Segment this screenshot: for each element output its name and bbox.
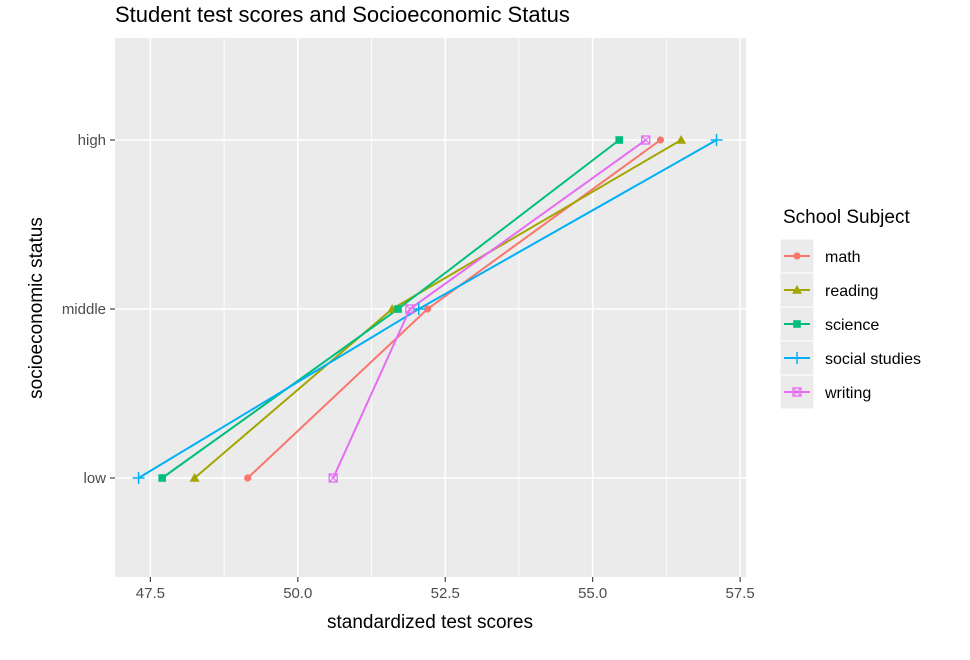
legend: School Subject math reading science social … [779,207,921,410]
point-math-high [656,136,665,144]
series-points [132,134,723,484]
x-axis-title: standardized test scores [327,612,533,633]
point-writing-middle-d2 [405,304,415,314]
point-writing-low-box [328,473,338,483]
legend-item-science: science [779,306,879,342]
legend-item-social-studies: social studies [779,340,921,376]
point-reading-high [676,135,687,144]
point-social-studies-low [132,472,145,484]
point-math-low [244,474,252,482]
point-science-low [158,474,166,482]
x-axis: 47.5 50.0 52.5 55.0 57.5 [136,577,755,602]
point-writing-middle [405,304,415,314]
legend-label-reading: reading [825,283,878,300]
point-science-middle [394,305,402,313]
legend-key-marker [793,320,801,328]
legend-key-marker-box [792,387,802,397]
x-tick-label: 47.5 [136,585,165,602]
grid-minor [223,38,667,577]
legend-label-writing: writing [824,385,871,402]
chart-title: Student test scores and Socioeconomic St… [115,2,570,27]
y-tick-label-middle: middle [62,301,106,318]
legend-items: math reading science social studies writing [779,238,921,410]
y-axis-title: socioeconomic status [26,217,47,399]
point-reading-low [189,473,200,482]
y-tick-label-high: high [78,132,106,149]
point-writing-low-d2 [328,473,338,483]
point-writing-high [641,135,651,145]
x-tick-label: 57.5 [726,585,755,602]
point-writing-high-d2 [641,135,651,145]
x-tick-label: 52.5 [431,585,460,602]
legend-label-science: science [825,317,879,334]
legend-item-writing: writing [779,374,871,410]
legend-item-math: math [779,238,861,274]
legend-key-marker [791,352,803,364]
point-math-middle [423,305,432,313]
legend-key-marker [792,285,802,294]
x-tick-label: 55.0 [578,585,607,602]
point-writing-high-box [641,135,651,145]
point-science-high [615,136,624,144]
legend-title: School Subject [783,207,910,228]
legend-key-marker [792,387,802,397]
legend-key-marker [793,252,801,260]
point-social-studies-high [710,134,723,146]
x-tick-label: 50.0 [283,585,312,602]
point-writing-low [328,473,338,483]
point-writing-middle-box [405,304,415,314]
legend-item-reading: reading [779,272,878,308]
legend-label-math: math [825,249,861,266]
point-social-studies-middle [412,303,425,315]
y-axis: low middle high [62,132,115,487]
y-tick-label-low: low [83,470,106,487]
legend-label-social-studies: social studies [825,351,921,368]
legend-key-marker-d2 [792,387,802,397]
